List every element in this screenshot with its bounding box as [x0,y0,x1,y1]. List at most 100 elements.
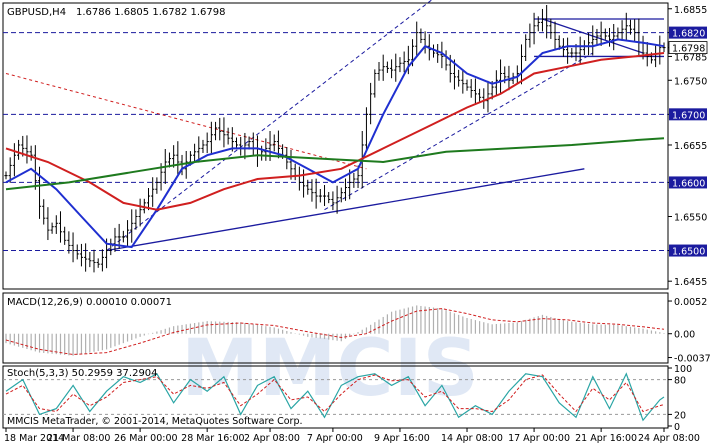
ohlc-bar [100,249,104,272]
stoch-title: Stoch(5,3,3) 50.2959 37.2904 [7,368,158,379]
ohlc-bar [75,244,79,260]
ohlc-bar [343,178,348,201]
ohlc-bar [612,23,616,51]
price-axis-label: 1.6855 [674,5,707,16]
ohlc-bar [385,61,389,73]
time-axis-label: 21 Apr 16:00 [575,433,637,444]
ohlc-bar [322,185,327,206]
macd-axis-label: -0.00379 [674,354,710,365]
ohlc-bar [134,209,138,230]
time-axis-label: 17 Apr 00:00 [508,433,570,444]
ohlc-bar [536,16,540,32]
ohlc-bar [419,28,423,44]
ohlc-bar [603,28,607,40]
ohlc-bar [364,107,369,152]
ohlc-bar [473,78,478,105]
ohlc-bar [335,185,339,214]
stoch-axis-label: 20 [674,410,686,421]
ohlc-bar [264,138,268,161]
ohlc-bar [96,258,100,268]
trend-line [324,52,594,211]
ohlc-bar [130,209,134,243]
ohlc-bar [339,187,343,203]
ohlc-bar [121,230,125,243]
time-axis-label: 21 Mar 08:00 [47,433,110,444]
ohlc-bar [415,21,419,57]
stochastic-panel[interactable] [2,365,669,429]
ohlc-bar [540,8,545,32]
ohlc-bar [84,243,88,272]
ohlc-bar [125,220,130,246]
ohlc-bar [209,121,213,154]
ohlc-bar [46,207,50,241]
stoch-axis-label: 100 [674,364,692,375]
ohlc-bar [528,23,532,48]
time-axis-label: 24 Apr 08:00 [638,433,700,444]
ohlc-bar [25,135,29,164]
stochastic-signal-line [5,374,665,413]
macd-axis-label: 0.00 [674,330,695,341]
ohlc-bar [222,117,226,148]
price-level-label-box [669,244,707,257]
ohlc-bar [553,21,557,50]
ohlc-bar [138,198,142,227]
ohlc-bar [406,45,410,75]
time-axis-label: 28 Mar 16:00 [181,433,244,444]
ohlc-bar [314,178,318,209]
ohlc-bar [29,145,33,161]
ohlc-bar [461,69,465,94]
stochastic-main-line [5,372,665,422]
ohlc-bar [155,177,159,194]
ohlc-bar [624,12,628,41]
ohlc-bar [226,127,230,145]
ohlc-bar [54,215,58,234]
ohlc-bar [398,57,402,73]
stoch-axis-label: 0 [674,422,680,433]
ohlc-bar [176,141,180,175]
ohlc-bar [578,36,582,65]
ohlc-bar [381,54,385,81]
ohlc-bar [4,171,8,180]
ohlc-bar [373,69,377,98]
ohlc-bar [595,28,599,46]
trend-line [5,72,367,170]
ohlc-bar [310,179,314,202]
ohlc-bar [247,136,251,150]
ohlc-bar [289,149,293,180]
price-level-label: 1.6798 [672,44,705,55]
time-axis-label: 18 Mar 2014 [4,433,64,444]
ohlc-bar [146,188,151,211]
time-axis-label: 2 Apr 08:00 [244,433,300,444]
ohlc-bar [465,79,469,91]
moving-average-slow-line [5,137,665,191]
ohlc-bar [42,199,46,225]
ohlc-bar [63,226,67,245]
ohlc-bar [545,4,549,39]
ohlc-bar [205,132,209,154]
price-level-label-box [669,26,707,39]
ohlc-bar [620,20,624,41]
ohlc-bar [12,143,16,177]
watermark-logo: MMCIS [181,324,479,414]
price-level-label-box [669,108,707,121]
ohlc-bar [633,19,637,42]
ohlc-bar [151,177,155,207]
time-axis-label: 9 Apr 16:00 [374,433,430,444]
price-axis-label: 1.6455 [674,277,707,288]
price-panel[interactable] [2,2,669,290]
trend-line [106,168,585,252]
ohlc-bar [607,27,612,47]
time-axis-label: 7 Apr 00:00 [307,433,363,444]
ohlc-bar [16,139,21,160]
ohlc-bar [172,145,176,168]
ohlc-bar [599,21,603,46]
ohlc-bar [377,62,381,81]
ohlc-bar [436,43,440,63]
ohlc-bar [662,42,666,53]
ohlc-bar [33,145,37,190]
ohlc-bar [50,222,54,234]
macd-title: MACD(12,26,9) 0.00010 0.00071 [7,297,172,308]
macd-panel[interactable] [2,292,669,364]
ohlc-bar [570,47,574,58]
